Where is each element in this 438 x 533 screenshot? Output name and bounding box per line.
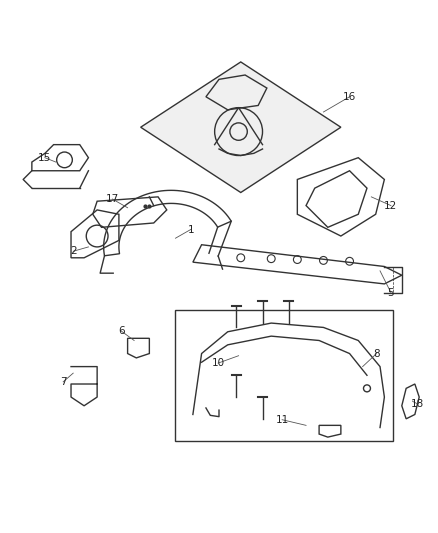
Text: 1: 1 <box>187 224 194 235</box>
Text: 6: 6 <box>118 326 124 336</box>
Text: 2: 2 <box>70 246 77 256</box>
Text: 7: 7 <box>60 377 67 387</box>
Text: 12: 12 <box>384 200 398 211</box>
Text: 17: 17 <box>106 194 119 204</box>
Text: 15: 15 <box>38 152 52 163</box>
Text: 8: 8 <box>373 349 380 359</box>
Text: 11: 11 <box>276 415 289 425</box>
Text: 10: 10 <box>212 358 225 368</box>
Polygon shape <box>141 62 341 192</box>
Text: 18: 18 <box>410 399 424 409</box>
Bar <box>176 310 393 441</box>
Text: 5: 5 <box>388 288 394 297</box>
Text: 16: 16 <box>343 92 356 102</box>
